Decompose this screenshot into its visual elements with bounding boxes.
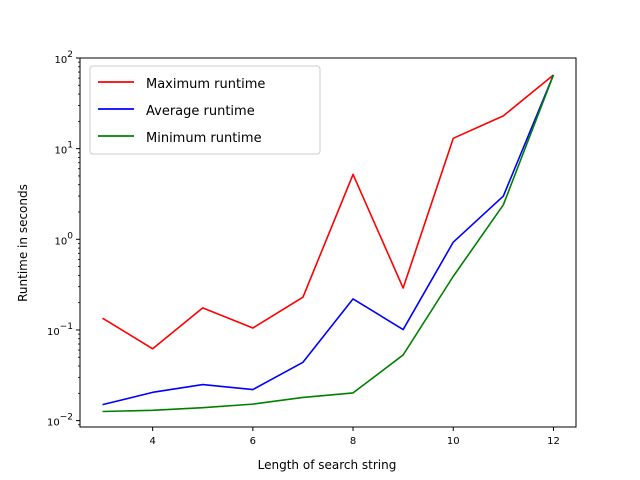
legend-label-0: Maximum runtime [146,77,265,92]
x-tick-label-2: 8 [350,436,356,447]
legend: Maximum runtime Average runtime Minimum ru… [89,65,321,155]
x-tick-label-1: 6 [250,436,256,447]
series-line-2 [102,74,555,413]
y-tick-label-4: 102 [55,50,73,66]
series-line-1 [102,74,555,406]
legend-label-1: Average runtime [146,104,255,119]
y-tick-label-1: 10−1 [47,322,73,338]
x-tick-label-4: 12 [547,436,560,447]
y-axis-label: Runtime in seconds [16,184,30,302]
series-layer [102,74,555,413]
x-axis-label: Length of search string [258,458,397,472]
plot-area [79,57,577,428]
legend-label-2: Minimum runtime [146,131,262,146]
ticks-layer: 4 6 8 10 12 10−2 10−1 100 101 102 [47,50,560,447]
axes-frame [79,57,577,428]
series-line-0 [102,74,554,350]
x-tick-label-0: 4 [149,436,155,447]
y-tick-label-0: 10−2 [47,413,73,429]
legend-box [89,65,321,155]
x-tick-label-3: 10 [447,436,460,447]
y-tick-label-3: 101 [55,141,73,157]
y-tick-label-2: 100 [55,231,74,247]
